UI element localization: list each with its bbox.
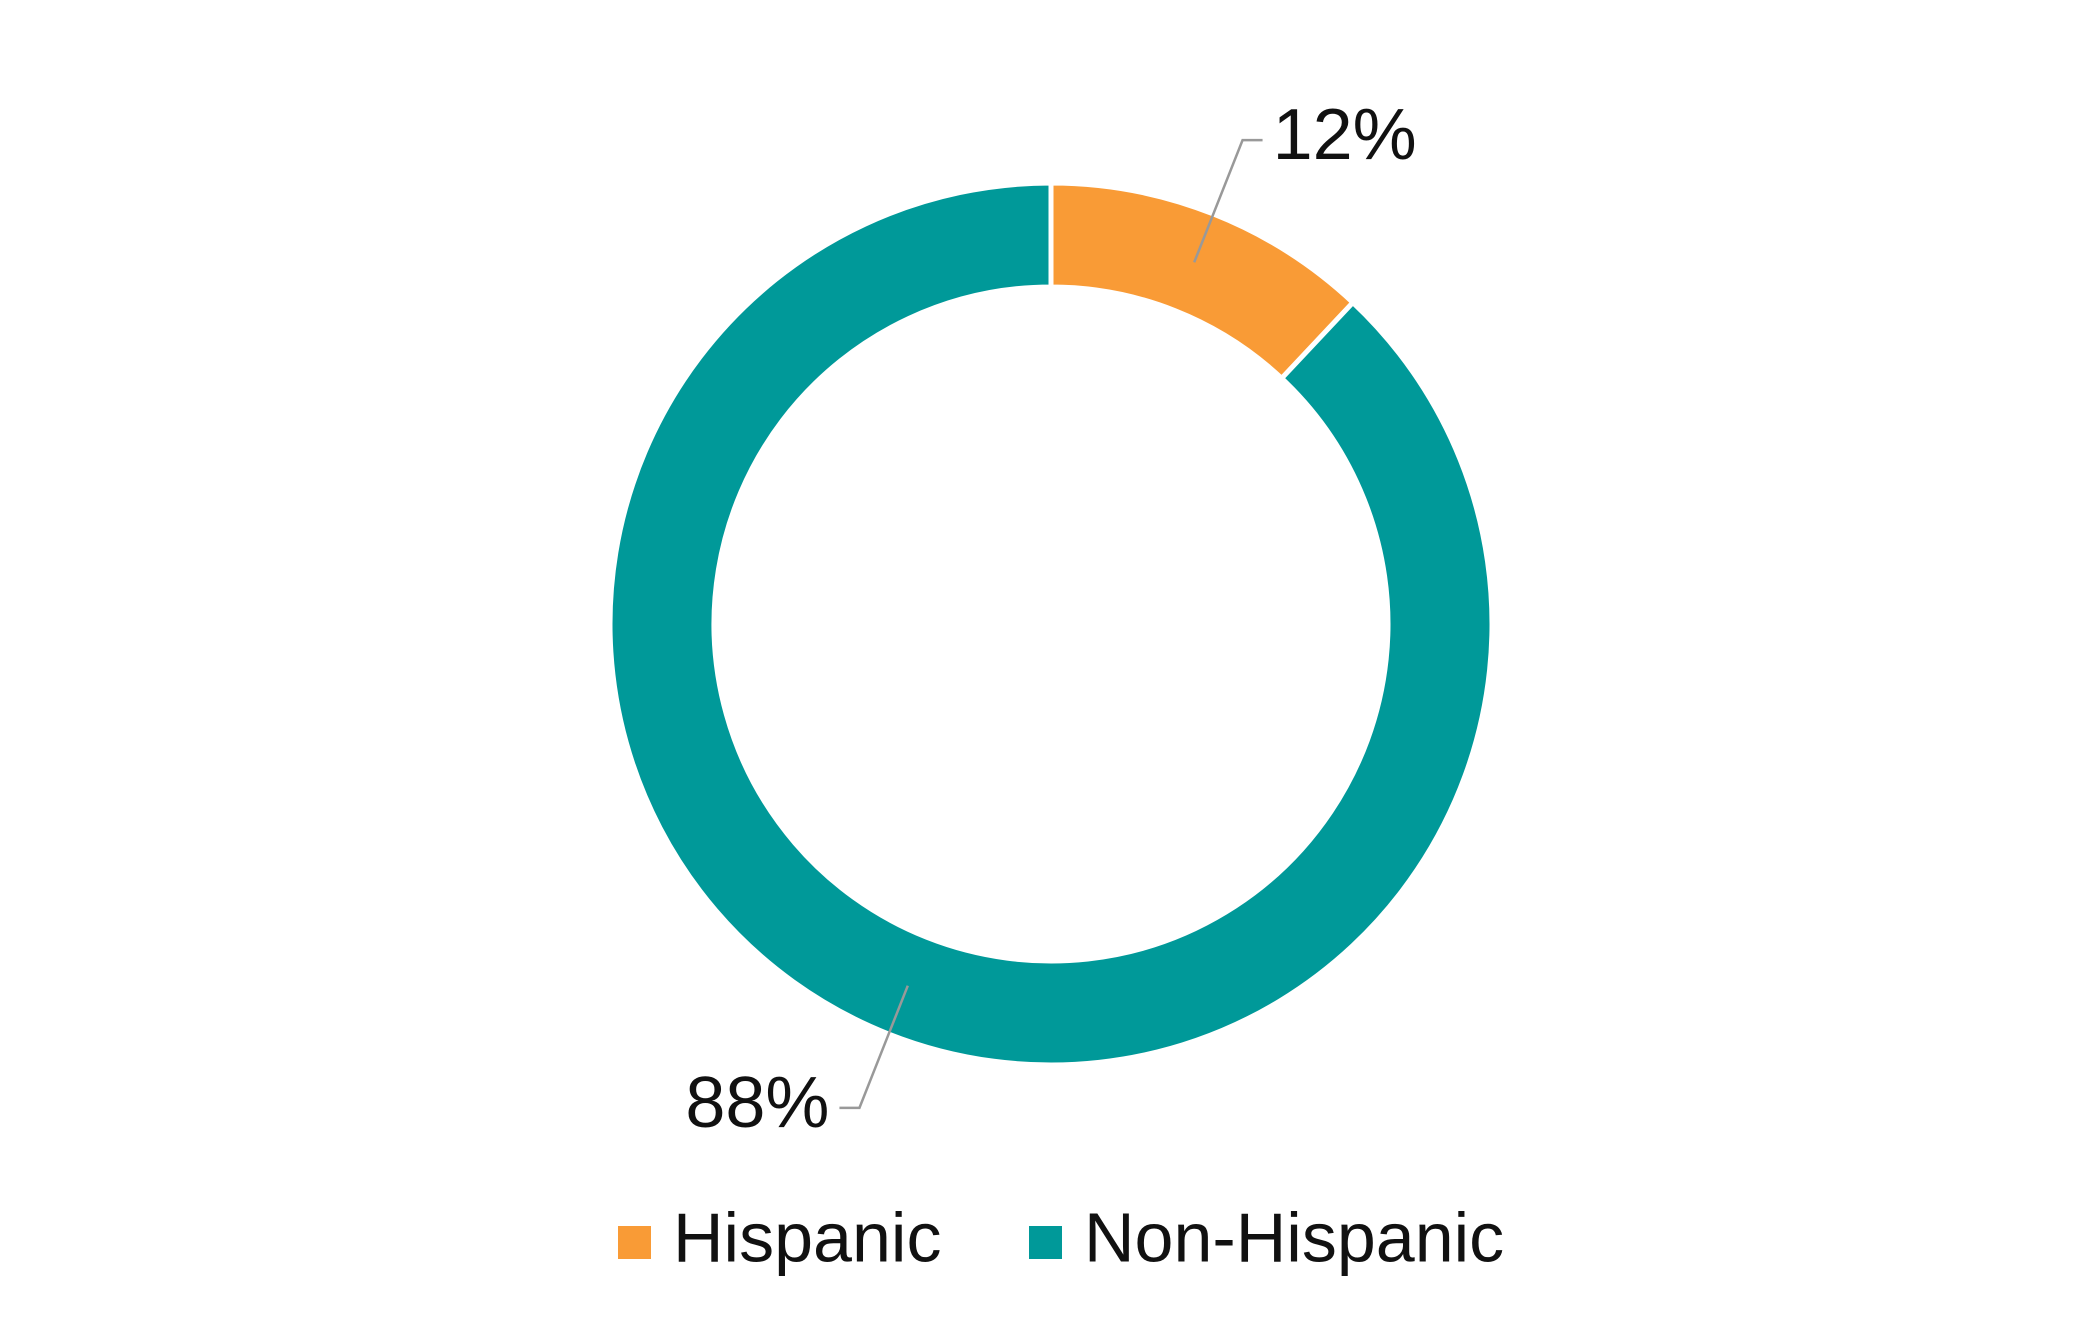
legend-swatch (618, 1226, 651, 1259)
leader-line (1193, 138, 1263, 263)
legend-label: Hispanic (673, 1198, 941, 1276)
legend-label: Non-Hispanic (1084, 1198, 1504, 1276)
data-label: 88% (685, 1063, 829, 1143)
legend-swatch (1029, 1226, 1062, 1259)
leader-line (839, 985, 909, 1110)
slice (607, 180, 1495, 1068)
data-label: 12% (1273, 95, 1417, 175)
